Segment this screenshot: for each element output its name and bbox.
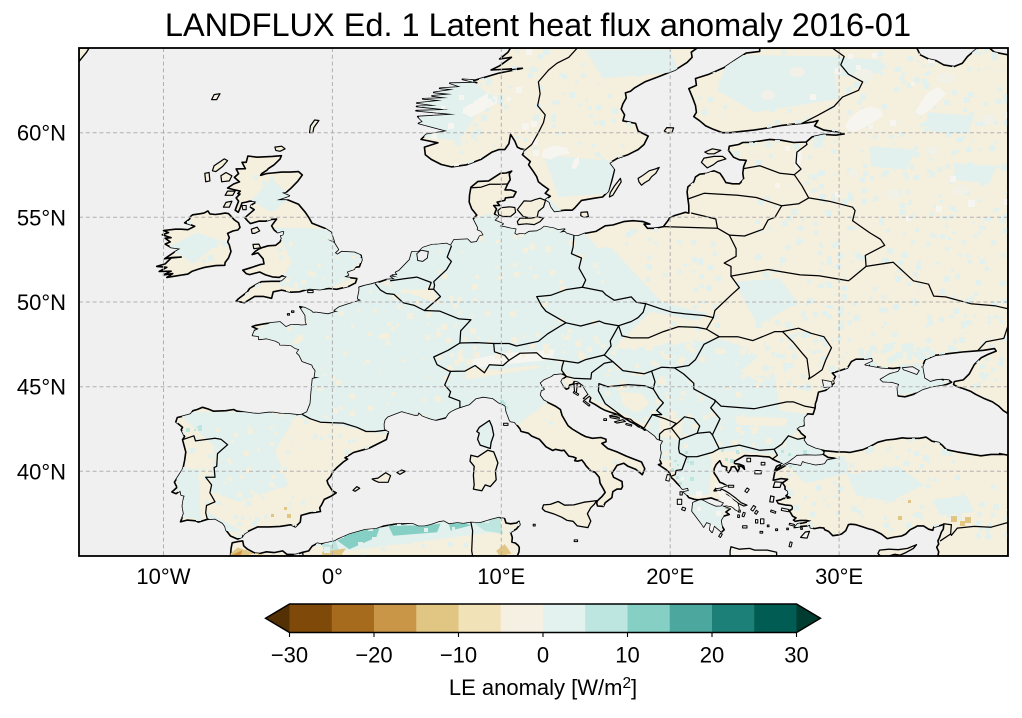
svg-text:0°: 0° bbox=[322, 564, 343, 589]
svg-text:0: 0 bbox=[537, 643, 549, 668]
svg-text:50°N: 50°N bbox=[17, 290, 66, 315]
svg-text:−10: −10 bbox=[440, 643, 477, 668]
svg-text:10°W: 10°W bbox=[136, 564, 190, 589]
svg-text:−20: −20 bbox=[355, 643, 392, 668]
svg-text:60°N: 60°N bbox=[17, 121, 66, 146]
svg-text:20°E: 20°E bbox=[646, 564, 694, 589]
svg-text:10°E: 10°E bbox=[477, 564, 525, 589]
svg-text:−30: −30 bbox=[271, 643, 308, 668]
svg-text:LE anomaly [W/m2]: LE anomaly [W/m2] bbox=[449, 675, 637, 700]
svg-text:20: 20 bbox=[700, 643, 724, 668]
svg-text:30°E: 30°E bbox=[815, 564, 863, 589]
svg-text:40°N: 40°N bbox=[17, 459, 66, 484]
svg-text:55°N: 55°N bbox=[17, 205, 66, 230]
svg-text:30: 30 bbox=[784, 643, 808, 668]
svg-text:45°N: 45°N bbox=[17, 375, 66, 400]
svg-text:10: 10 bbox=[615, 643, 639, 668]
